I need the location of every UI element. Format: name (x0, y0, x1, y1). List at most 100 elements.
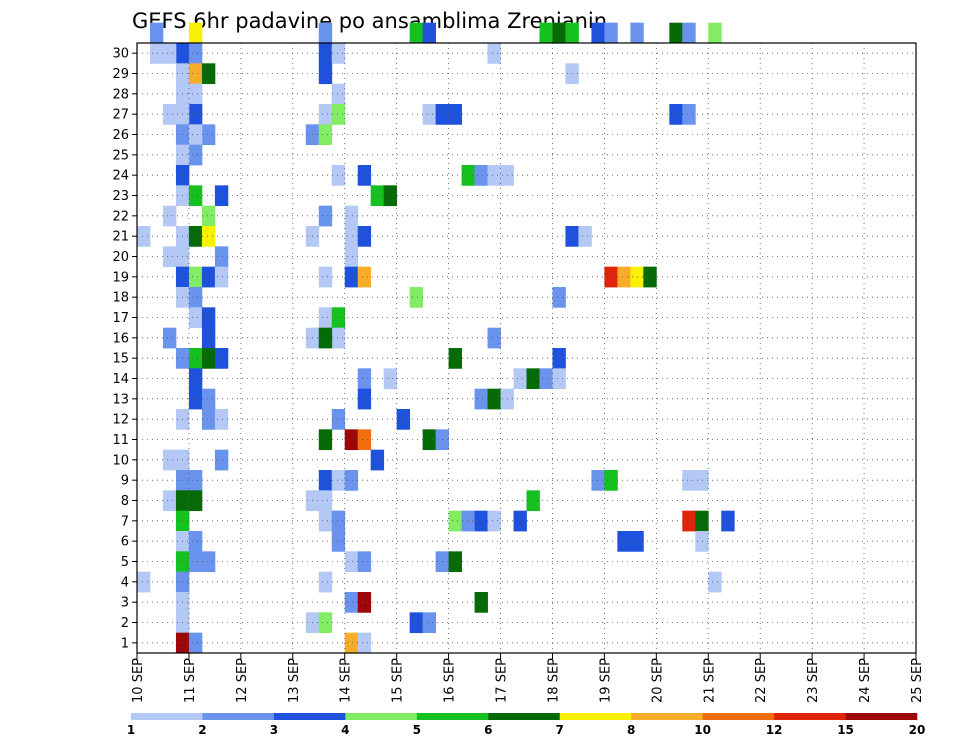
heatmap-cell (318, 124, 333, 146)
y-tick-label: 28 (112, 87, 129, 102)
heatmap-cell (188, 226, 203, 247)
heatmap-cell (565, 22, 579, 44)
y-tick-label: 19 (112, 270, 129, 285)
heatmap-cell (357, 551, 372, 573)
colorbar-tick-label: 20 (909, 723, 926, 737)
heatmap-cell (188, 104, 203, 125)
heatmap-cell (357, 592, 372, 613)
heatmap-cells (137, 22, 735, 654)
heatmap-cell (162, 43, 177, 64)
heatmap-cell (214, 266, 229, 288)
y-tick-label: 12 (112, 413, 129, 428)
x-tick-label: 15 SEP (391, 658, 406, 703)
heatmap-cell (422, 104, 437, 125)
heatmap-cell (162, 246, 177, 268)
y-tick-label: 22 (112, 209, 129, 224)
heatmap-cell (552, 368, 566, 390)
plot-frame (136, 42, 917, 654)
heatmap-cell (188, 43, 203, 64)
heatmap-cell (201, 266, 216, 288)
heatmap-cell (331, 307, 346, 329)
heatmap-cell (695, 531, 709, 552)
heatmap-cell (188, 531, 203, 552)
colorbar-tick-label: 6 (484, 723, 492, 737)
y-tick-label: 15 (112, 352, 129, 367)
colorbar-swatch (559, 713, 632, 720)
heatmap-cell (188, 368, 203, 390)
heatmap-cell (617, 531, 631, 552)
heatmap-cell (331, 531, 346, 552)
heatmap-cell (201, 307, 216, 329)
heatmap-cell (695, 510, 709, 532)
heatmap-cell (188, 551, 203, 573)
heatmap-cell (137, 226, 151, 247)
heatmap-cell (409, 287, 424, 308)
y-tick-label: 3 (121, 596, 129, 611)
x-tick-label: 20 SEP (650, 658, 665, 703)
y-tick-label: 8 (121, 494, 129, 509)
heatmap-cell (344, 632, 359, 654)
y-tick-label: 5 (121, 555, 129, 570)
heatmap-cell (318, 22, 333, 44)
heatmap-cell (318, 104, 333, 125)
colorbar-tick-label: 2 (198, 723, 206, 737)
heatmap-cell (318, 510, 333, 532)
x-axis: 10 SEP 11 SEP 12 SEP 13 SEP 14 SEP 15 SEP 16 S… (131, 653, 925, 703)
heatmap-cell (526, 490, 540, 512)
heatmap-cell (344, 205, 359, 227)
heatmap-cell (149, 43, 164, 64)
colorbar-tick-label: 7 (556, 723, 564, 737)
heatmap-cell (682, 22, 696, 44)
heatmap-cell (318, 490, 333, 512)
heatmap-cell (448, 348, 462, 369)
colorbar-tick-label: 4 (341, 723, 349, 737)
heatmap-cell (344, 266, 359, 288)
heatmap-cell (331, 510, 346, 532)
y-tick-label: 30 (112, 47, 129, 62)
heatmap-cell (331, 470, 346, 491)
y-tick-label: 20 (112, 250, 129, 265)
y-tick-label: 9 (121, 474, 129, 489)
heatmap-cell (604, 470, 618, 491)
colorbar-swatch (416, 713, 489, 720)
colorbar-swatch (702, 713, 775, 720)
heatmap-cell (149, 22, 164, 44)
heatmap-cell (201, 327, 216, 349)
y-tick-label: 17 (112, 311, 129, 326)
heatmap-cell (591, 22, 605, 44)
heatmap-cell (474, 510, 488, 532)
colorbar-swatch (631, 713, 703, 720)
x-tick-label: 21 SEP (702, 658, 717, 703)
heatmap-cell (344, 592, 359, 613)
heatmap-cell (201, 124, 216, 146)
heatmap-cell (526, 368, 540, 390)
heatmap-cell (357, 226, 372, 247)
x-tick-label: 25 SEP (910, 658, 925, 703)
heatmap-cell (422, 612, 437, 634)
heatmap-cell (188, 470, 203, 491)
heatmap-cell (331, 409, 346, 430)
y-tick-label: 6 (121, 535, 129, 550)
x-tick-label: 10 SEP (131, 658, 146, 703)
heatmap-cell (461, 165, 475, 186)
y-tick-label: 23 (112, 189, 129, 204)
y-tick-label: 11 (112, 433, 129, 448)
colorbar-swatch (488, 713, 561, 720)
heatmap-cell (487, 510, 501, 532)
y-tick-label: 14 (112, 372, 129, 387)
heatmap-cell (630, 22, 644, 44)
colorbar-swatch (273, 713, 346, 720)
heatmap-cell (201, 551, 216, 573)
colorbar-swatch (345, 713, 418, 720)
y-tick-label: 21 (112, 230, 129, 245)
heatmap-cell (708, 571, 722, 593)
heatmap-cell (331, 43, 346, 64)
y-tick-label: 18 (112, 291, 129, 306)
heatmap-cell (162, 104, 177, 125)
heatmap-cell (539, 22, 553, 44)
heatmap-cell (318, 63, 333, 85)
heatmap-cell (201, 388, 216, 410)
colorbar-tick-label: 15 (837, 723, 854, 737)
y-tick-label: 16 (112, 331, 129, 346)
